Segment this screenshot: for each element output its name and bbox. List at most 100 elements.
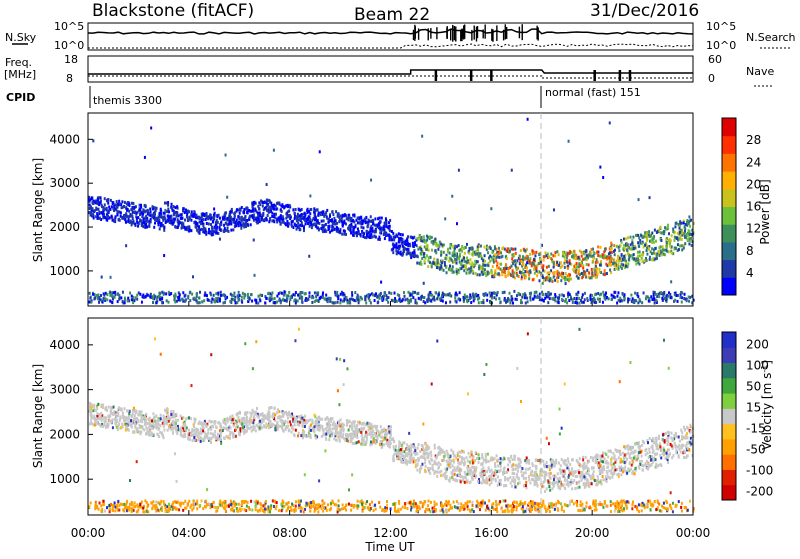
power-cell [289,217,291,220]
power-cell [535,291,537,294]
power-cell [339,219,341,222]
power-cell [139,208,141,211]
power-cell [503,299,505,302]
power-cell [131,295,133,298]
power-cell [295,291,297,294]
power-cell [203,299,205,302]
power-cell [613,258,615,261]
power-cell [346,296,348,299]
power-cell [307,208,309,211]
power-colorbar-tick: 24 [746,155,761,169]
power-cell [303,229,305,232]
power-cell [455,292,457,295]
power-cell [428,256,430,259]
power-cell [520,299,522,302]
power-cell [374,235,376,238]
power-cell [174,298,176,301]
power-cell [600,246,602,249]
power-cell [196,222,198,225]
power-cell [553,276,555,279]
power-cell [291,220,293,223]
power-cell [679,222,681,225]
velocity-cell [659,442,661,445]
power-cell [566,301,568,304]
velocity-cell [597,475,599,478]
velocity-cell [134,414,136,417]
power-cell [269,205,271,208]
power-y-tick-label: 1000 [49,264,80,278]
power-cell [561,298,563,301]
power-cell [494,253,496,256]
power-cell [117,206,119,209]
power-cell [265,297,267,300]
power-cell [649,297,651,300]
power-cell [570,297,572,300]
power-cell [675,247,677,250]
power-cell [564,256,566,259]
velocity-cell [177,419,179,422]
power-cell [609,260,611,263]
power-cell [219,228,221,231]
power-cell [423,296,425,299]
velocity-cell [566,464,568,467]
power-cell [418,262,420,265]
power-cell [463,247,465,250]
power-cell [625,237,627,240]
power-cell [206,212,208,215]
power-cell [308,215,310,218]
velocity-cell [395,445,397,448]
power-cell [394,292,396,295]
velocity-cell [122,416,124,419]
power-cell [391,238,393,241]
power-cell [271,219,273,222]
power-cell [216,219,218,222]
velocity-cell [256,407,258,410]
power-cell [298,226,300,229]
power-cell [267,214,269,217]
power-cell [514,259,516,262]
power-cell [370,179,372,182]
power-cell [473,299,475,302]
power-cell [161,301,163,304]
power-cell [230,211,232,214]
power-cell [184,211,186,214]
velocity-cell [440,474,442,477]
power-cell [364,298,366,301]
power-cell [243,208,245,211]
power-cell [545,276,547,279]
power-cell [477,260,479,263]
power-cell [484,264,486,267]
power-cell [182,225,184,228]
power-cell [605,263,607,266]
velocity-cell [277,416,279,419]
power-cell [582,293,584,296]
power-cell [424,260,426,263]
power-cell [316,208,318,211]
velocity-cell [552,475,554,478]
power-cell [372,293,374,296]
power-cell [404,295,406,298]
power-cell [375,224,377,227]
power-cell [317,214,319,217]
power-cell [268,211,270,214]
velocity-cell [507,463,509,466]
power-cell [230,293,232,296]
power-cell [466,257,468,260]
power-cell [313,207,315,210]
power-cell [167,301,169,304]
velocity-cell [452,464,454,467]
power-cell [384,223,386,226]
velocity-cell [592,459,594,462]
power-cell [660,291,662,294]
power-cell [100,294,102,297]
power-cell [572,268,574,271]
power-cell [546,254,548,257]
power-cell [176,212,178,215]
power-cell [583,301,585,304]
power-cell [201,300,203,303]
power-cell [156,301,158,304]
power-cell [125,221,127,224]
power-cell [490,295,492,298]
velocity-cell [475,469,477,472]
power-cell [234,296,236,299]
